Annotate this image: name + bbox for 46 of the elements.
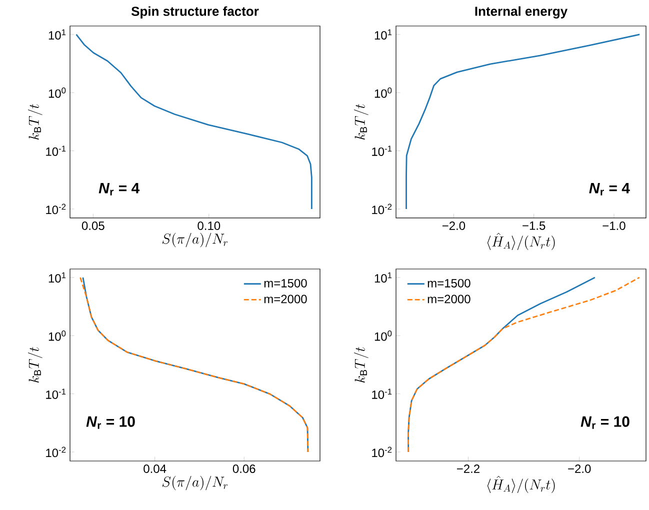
x-axis-title: $\langle\hat{H}_A\rangle/(N_r t)$ — [487, 476, 555, 494]
annotation: N$_{r}$ = 10 — [86, 416, 135, 429]
y-tick-label: 10$^{0}$ — [48, 87, 66, 98]
x-tick-label: −2.0 — [442, 222, 466, 230]
chart-title: Internal energy — [475, 6, 568, 18]
x-axis-title: $S(\pi/a)/N_r$ — [162, 232, 228, 248]
legend-label: m=1500 — [428, 278, 470, 288]
y-tick-label: 10$^{-1}$ — [46, 146, 66, 156]
x-tick-label: −1.5 — [522, 222, 546, 230]
line-series — [76, 34, 312, 210]
y-tick-label: 10$^{-2}$ — [46, 204, 66, 214]
x-tick-label: 0.06 — [232, 464, 256, 474]
legend-label: m=2000 — [264, 294, 307, 304]
y-axis-title: $k_\mathrm{B}T/t$ — [28, 104, 42, 140]
y-tick-label: 10$^{-1}$ — [46, 388, 66, 399]
x-tick-label: −2.0 — [568, 464, 591, 474]
line-series — [408, 276, 640, 453]
y-tick-label: 10$^{0}$ — [48, 330, 66, 341]
annotation: N$_{r}$ = 10 — [580, 416, 630, 429]
y-tick-label: 10$^{-1}$ — [372, 388, 392, 399]
chart-title: Spin structure factor — [131, 6, 259, 18]
x-tick-label: −1.0 — [602, 222, 626, 230]
y-tick-label: 10$^{1}$ — [374, 29, 392, 40]
x-tick-label: 0.10 — [198, 222, 220, 230]
x-tick-label: 0.04 — [144, 464, 166, 474]
y-tick-label: 10$^{-2}$ — [46, 446, 66, 458]
y-tick-label: 10$^{-2}$ — [372, 446, 392, 458]
annotation: N$_{r}$ = 4 — [98, 182, 140, 196]
y-axis-title: $k_\mathrm{B}T/t$ — [354, 104, 368, 140]
y-tick-label: 10$^{1}$ — [48, 272, 66, 283]
legend-label: m=1500 — [264, 278, 307, 288]
y-axis-title: $k_\mathrm{B}T/t$ — [354, 347, 368, 383]
y-tick-label: 10$^{1}$ — [374, 272, 392, 283]
y-tick-label: 10$^{1}$ — [48, 29, 66, 40]
y-tick-label: 10$^{0}$ — [374, 87, 392, 98]
legend-label: m=2000 — [428, 294, 470, 304]
x-tick-label: 0.05 — [82, 222, 104, 230]
x-axis-title: $S(\pi/a)/N_r$ — [162, 476, 228, 490]
y-tick-label: 10$^{-1}$ — [372, 146, 392, 156]
x-axis-title: $\langle\hat{H}_A\rangle/(N_r t)$ — [487, 232, 555, 250]
line-series — [406, 34, 640, 210]
y-tick-label: 10$^{0}$ — [374, 330, 392, 341]
y-tick-label: 10$^{-2}$ — [372, 204, 392, 214]
x-tick-label: −2.2 — [456, 464, 480, 473]
annotation: N$_{r}$ = 4 — [589, 182, 630, 196]
y-axis-title: $k_\mathrm{B}T/t$ — [28, 347, 42, 383]
